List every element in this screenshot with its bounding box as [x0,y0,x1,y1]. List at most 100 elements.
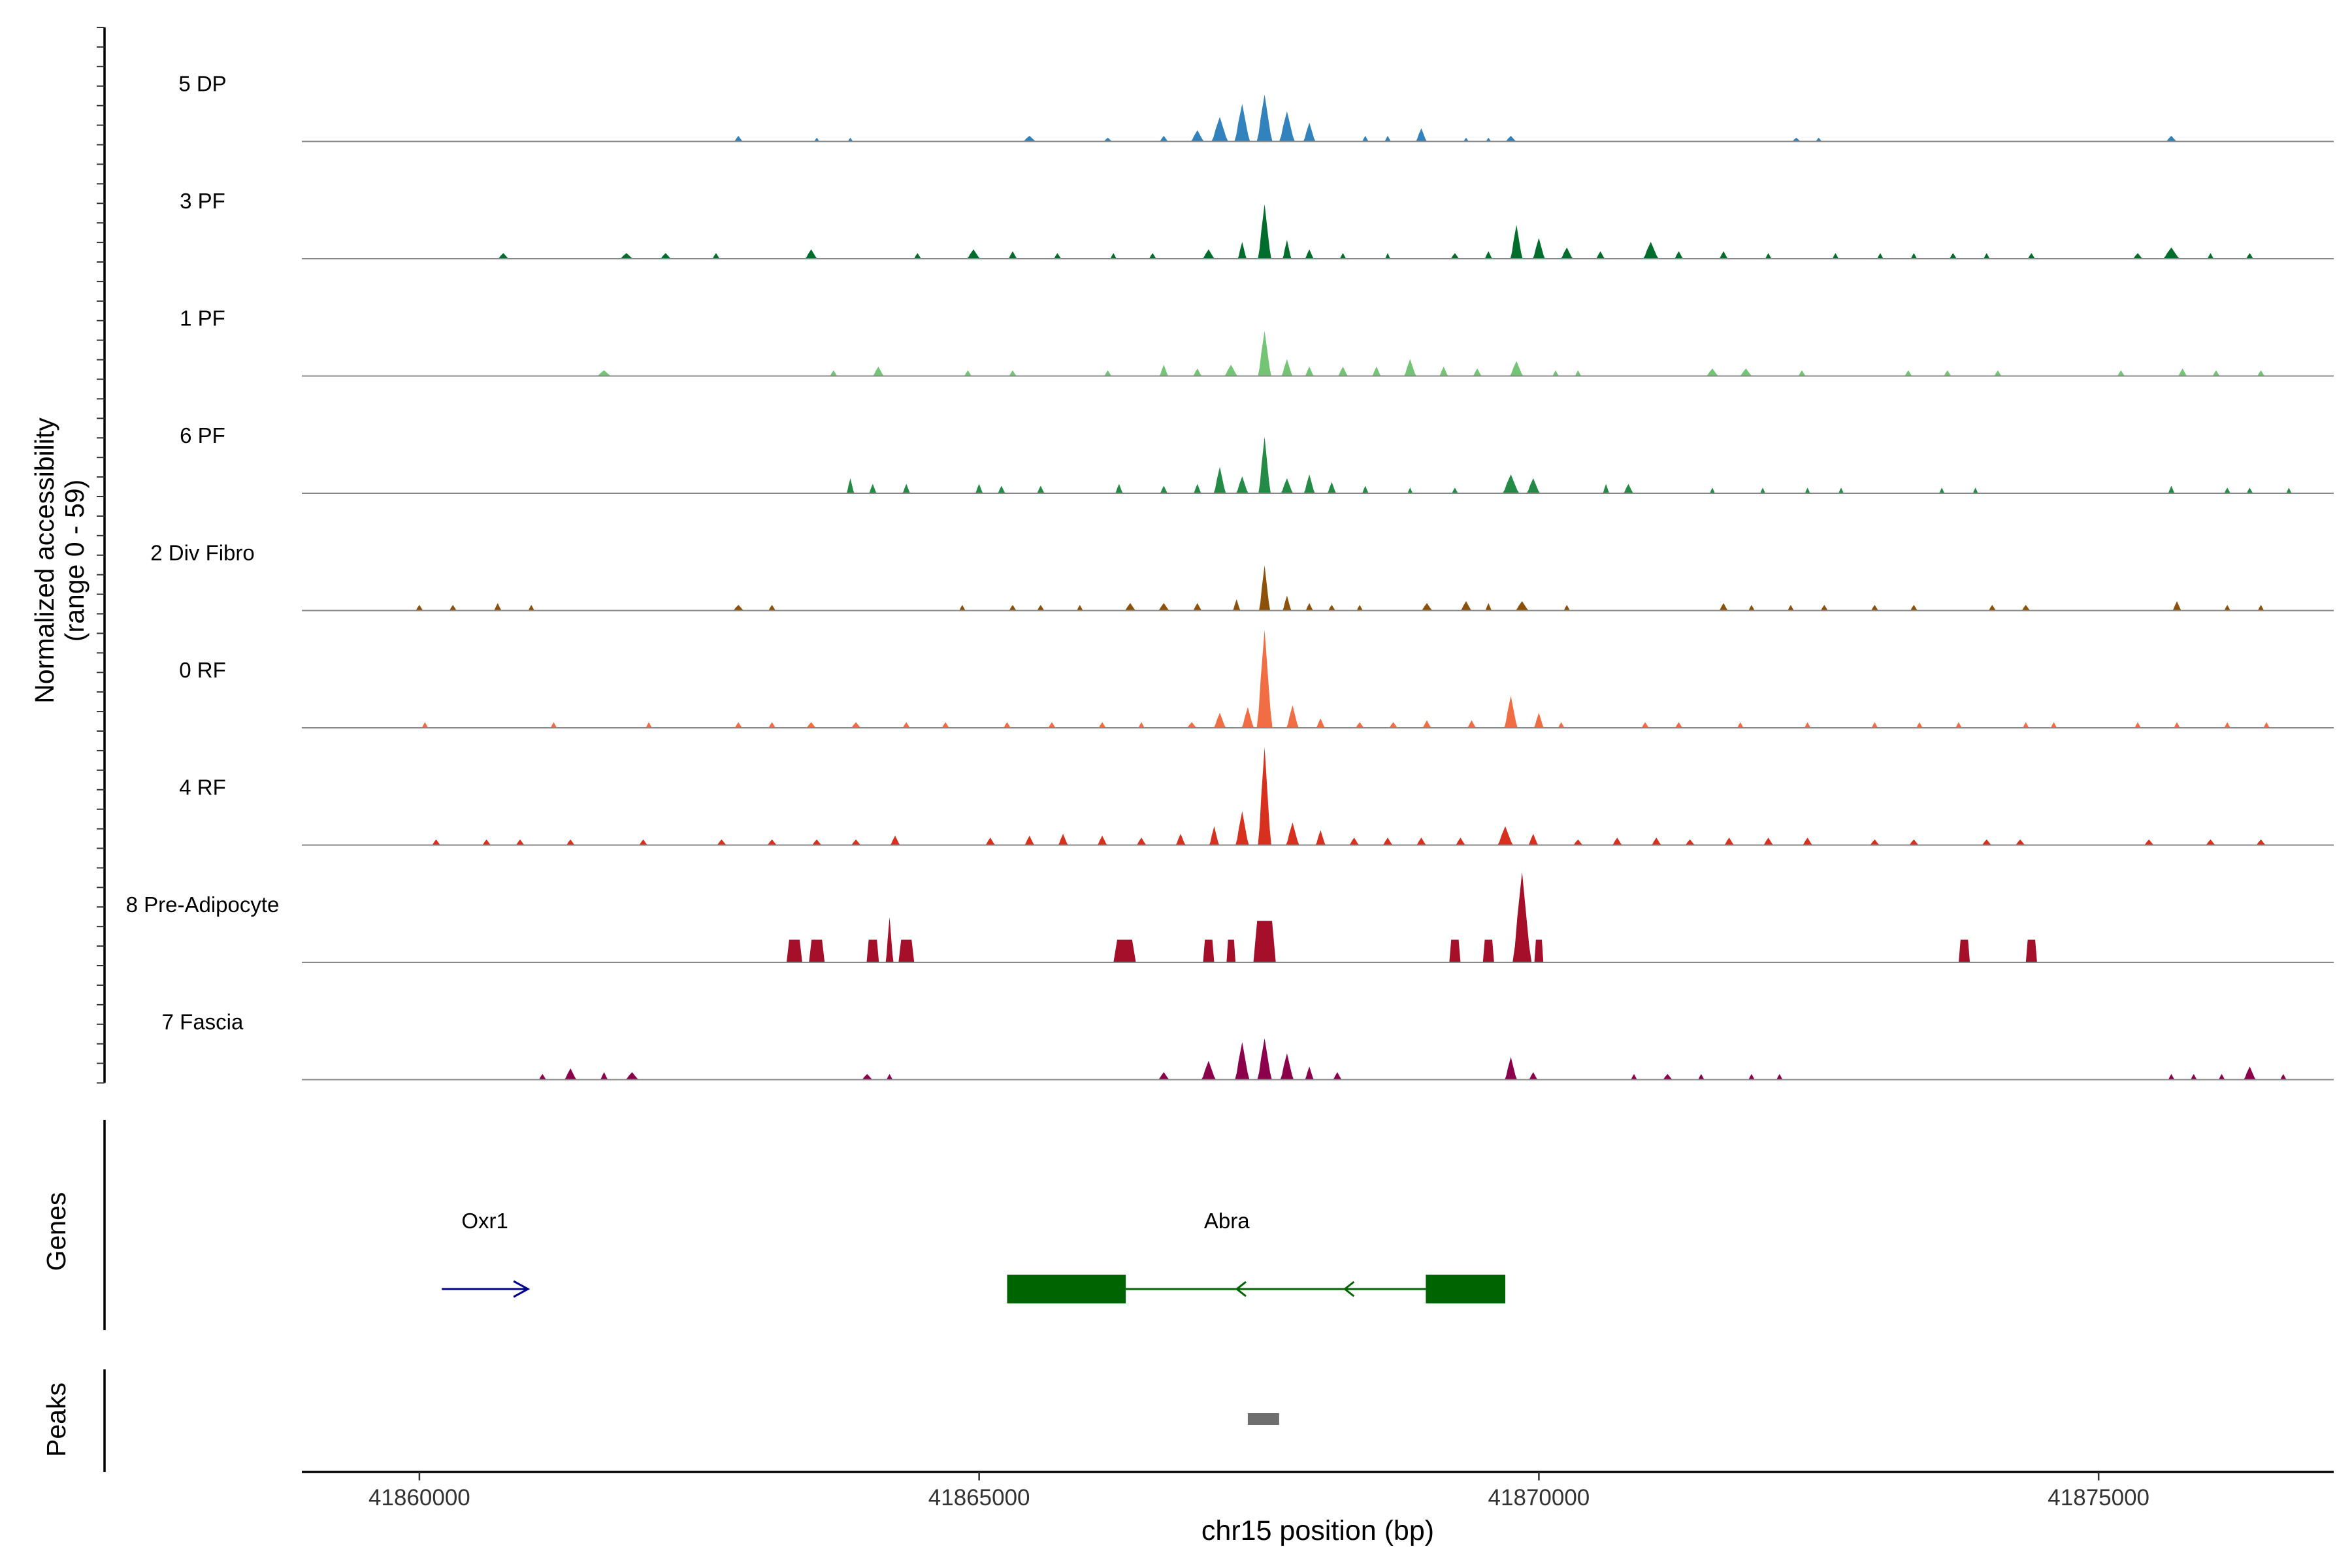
coverage-peak [2257,604,2264,611]
coverage-peak [1955,722,1963,728]
coverage-peak [734,135,743,142]
coverage-peak [851,722,861,728]
track-label: 1 PF [180,306,225,331]
y-axis-label: Normalized accessibility [29,417,59,704]
coverage-peak [851,839,861,845]
gene-oxr1: Oxr1 [442,1209,531,1298]
coverage-peak [2163,247,2180,259]
coverage-peak [1258,436,1271,493]
coverage-peak [1791,137,1801,142]
coverage-peak [1560,247,1573,259]
coverage-peak [1362,485,1369,493]
coverage-peak [1356,604,1364,611]
coverage-peak [1303,122,1316,142]
coverage-peak [2168,1073,2175,1080]
coverage-peak [1158,602,1169,611]
coverage-peak [1258,204,1271,259]
y-axis-label-group: Normalized accessibility (range 0 - 59) [29,417,90,704]
coverage-peak [1305,1066,1315,1080]
track-label: 6 PF [180,423,225,448]
axis-layer: 41860000 41865000 41870000 41875000 [97,27,2334,1511]
coverage-peak [1558,722,1565,728]
coverage-peak [1097,836,1107,845]
coverage-peak [1815,137,1822,142]
coverage-peak [1036,485,1045,493]
peak-region [1247,1413,1279,1425]
coverage-peak [1209,826,1220,845]
gene-label: Oxr1 [461,1209,508,1233]
coverage-peak [2132,253,2143,259]
exon-block [1007,1275,1126,1303]
coverage-peak [913,253,922,259]
coverage-peak [1916,722,1923,728]
coverage-peak [1838,487,1844,493]
coverage-peak [1993,370,2002,376]
coverage-peak [1098,722,1107,728]
coverage-peak [1190,130,1205,142]
coverage-peak [2173,722,2181,728]
coverage-peak [1339,253,1347,259]
coverage-peak [1612,837,1623,845]
coverage-peak [1237,242,1247,259]
peaks-panel-label: Peaks [41,1382,71,1457]
coverage-peak [1103,370,1112,376]
coverage-peak [872,367,885,376]
coverage-peak [1407,487,1413,493]
coverage-peak [1213,466,1226,493]
coverage-peak [1563,604,1571,611]
coverage-peak [1316,718,1326,728]
coverage-peak [805,249,818,259]
coverage-peak [596,370,612,376]
coverage-peak [1804,722,1811,728]
coverage-peak [1224,365,1238,376]
coverage-peak [2178,368,2187,376]
coverage-peak [768,604,776,611]
x-axis-label: chr15 position (bp) [1201,1515,1434,1546]
coverage-peak [1186,722,1197,728]
coverage-peak [1876,253,1884,259]
coverage-peak [1515,601,1529,611]
coverage-peak [1504,696,1518,728]
track-6-pf: 6 PF [180,423,2334,494]
coverage-peak [2224,487,2231,493]
coverage-peak [1528,834,1539,845]
coverage-peak [898,939,915,962]
coverage-peak [786,939,802,962]
coverage-peak [1384,253,1391,259]
coverage-peak [846,478,855,493]
coverage-peak [497,253,509,259]
coverage-peak [716,839,727,845]
track-label: 5 DP [178,72,226,96]
coverage-peak [1904,370,1912,376]
coverage-peak [1467,720,1477,728]
coverage-peak [1159,135,1169,142]
coverage-peak [2263,722,2270,728]
coverage-peak [2050,722,2057,728]
coverage-peak [1327,482,1337,493]
coverage-peak [1709,487,1716,493]
gene-abra: Abra [1007,1209,1506,1303]
coverage-peak [2165,135,2178,142]
coverage-peak [1202,249,1215,259]
coverage-peak [1737,722,1744,728]
coverage-peak [1949,253,1957,259]
coverage-peak [2224,604,2231,611]
coverage-peak [1192,368,1202,376]
strand-arrow [513,1280,531,1298]
coverage-peak [1192,602,1202,611]
coverage-peak [958,604,966,611]
coverage-peak [1451,487,1459,493]
coverage-peak [1484,251,1493,259]
coverage-peak [1305,367,1315,376]
coverage-peak [1719,251,1728,259]
coverage-peak [2172,601,2181,611]
coverage-peak [711,253,720,259]
coverage-peak [1282,595,1292,611]
coverage-peak [1333,1071,1342,1080]
coverage-peak [1642,242,1659,259]
coverage-peak [1943,370,1952,376]
genes-panel-label: Genes [41,1192,71,1271]
coverage-peak [1502,474,1520,493]
coverage-peak [1869,839,1880,845]
coverage-peak [1036,604,1045,611]
